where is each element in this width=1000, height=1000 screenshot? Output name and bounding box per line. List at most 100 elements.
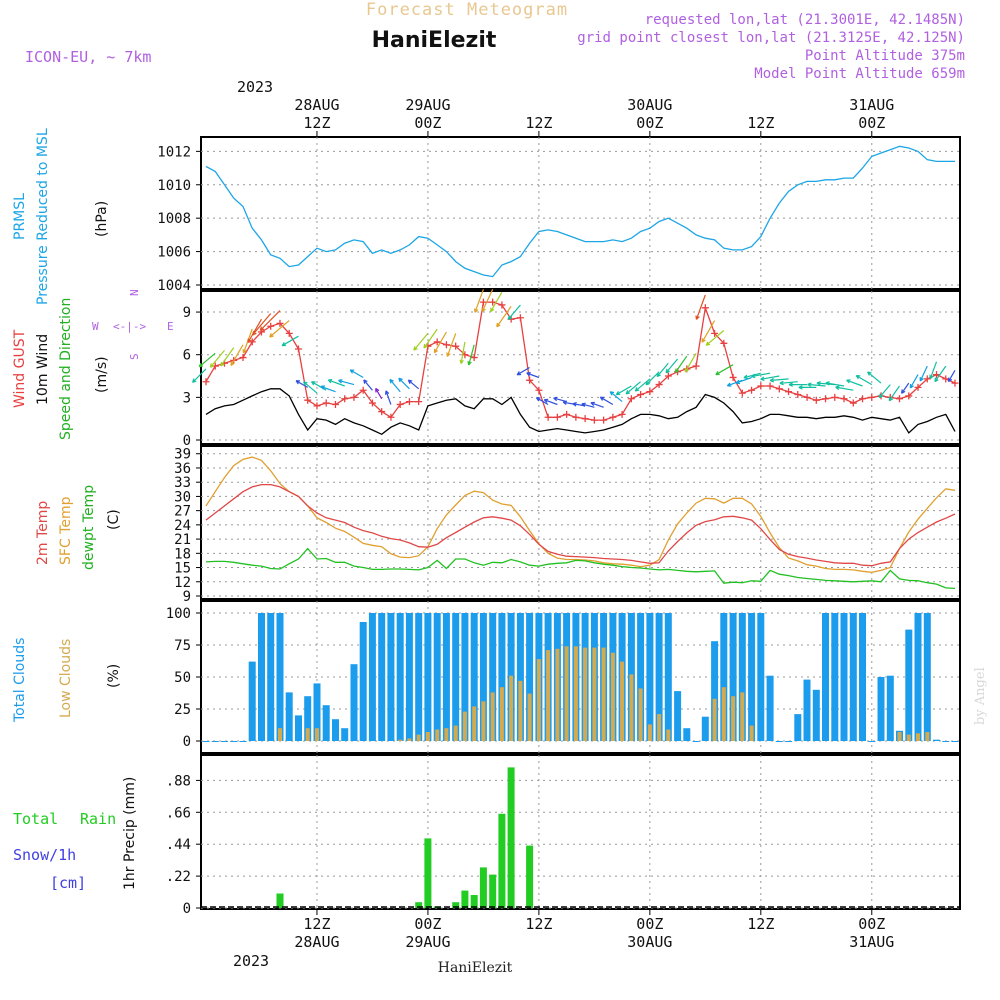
compass-arrow: <-|->	[113, 320, 146, 333]
wind-arrow	[320, 385, 336, 393]
top-hour-label: 00Z	[636, 114, 663, 132]
gust-point	[785, 388, 793, 396]
wind-arrow	[609, 391, 623, 403]
panel-precip: 0 .22 .44 .66 .88	[166, 754, 961, 917]
total-cloud-bar	[803, 679, 811, 741]
y-tick-label: .44	[166, 837, 191, 853]
model-label: ICON-EU, ~ 7km	[25, 48, 151, 66]
wind-arrow	[349, 369, 364, 379]
total-cloud-bar	[359, 622, 367, 741]
gust-point	[849, 399, 857, 407]
wind-arrow	[446, 333, 457, 357]
low-cloud-bar	[546, 650, 551, 741]
gust-point	[516, 314, 524, 322]
total-cloud-bar	[831, 613, 839, 741]
gust-point	[609, 413, 617, 421]
gust-point	[831, 393, 839, 401]
y-tick-label: 24	[174, 518, 191, 534]
total-cloud-bar	[748, 613, 756, 741]
pressure-unit-label: (hPa)	[94, 201, 110, 237]
total-cloud-bar	[646, 613, 654, 741]
wind-arrow	[230, 344, 244, 366]
gust-point	[239, 354, 247, 362]
gust-point	[618, 410, 626, 418]
gust-point	[590, 416, 598, 424]
bottom-hour-label: 00Z	[636, 915, 663, 933]
wind-arrow	[769, 377, 789, 383]
total-cloud-bar	[785, 741, 793, 742]
wind-arrow	[934, 365, 947, 383]
total-cloud-bar	[378, 613, 386, 741]
top-hour-label: 12Z	[525, 114, 552, 132]
rain-bar	[470, 895, 478, 908]
total-cloud-bar	[498, 613, 506, 741]
point-altitude: Point Altitude 375m	[805, 48, 965, 64]
gust-line	[205, 301, 956, 421]
gust-point	[646, 388, 654, 396]
low-cloud-bar	[481, 701, 486, 741]
gust-point	[535, 386, 543, 394]
wind-arrow	[407, 379, 420, 390]
low-cloud-bar	[731, 696, 736, 741]
low-cloud-bar	[573, 646, 578, 741]
total-cloud-bar	[322, 705, 330, 741]
panel-frame	[200, 445, 961, 600]
y-tick-label: 1004	[157, 278, 191, 294]
low-cloud-bar	[916, 733, 920, 741]
total-cloud-bar	[526, 613, 534, 741]
wind-arrow	[684, 352, 697, 373]
rain-bar	[276, 893, 284, 908]
wind-arrow	[901, 382, 910, 394]
compass-n: N	[128, 289, 141, 296]
top-hour-label: 00Z	[858, 114, 885, 132]
dewpt-line	[205, 547, 956, 590]
compass-s: S	[128, 353, 141, 360]
y-tick-label: 21	[174, 532, 191, 548]
footer-station: HaniElezit	[438, 960, 513, 976]
wind-arrow	[590, 401, 604, 408]
gust-point	[526, 376, 534, 384]
rain-bar	[479, 867, 487, 908]
total-cloud-bar	[405, 613, 413, 741]
total-cloud-bar	[239, 741, 247, 742]
total-clouds-label: Total Clouds	[12, 638, 28, 723]
total-cloud-bar	[923, 613, 931, 741]
wind-arrow	[705, 330, 725, 346]
total-cloud-bar	[720, 613, 728, 741]
gust-point	[711, 329, 719, 337]
sfc-temp-line	[205, 456, 956, 573]
gust-point	[868, 393, 876, 401]
wind-arrow	[481, 289, 494, 312]
gust-point	[405, 398, 413, 406]
y-tick-label: 9	[183, 589, 191, 605]
low-cloud-bar	[897, 732, 902, 741]
total-cloud-bar	[452, 613, 460, 741]
low-cloud-bar	[638, 688, 643, 741]
temp-dewpt-label: dewpt Temp	[81, 485, 97, 570]
gust-point	[387, 413, 395, 421]
gust-point	[581, 415, 589, 423]
bottom-hour-label: 00Z	[858, 915, 885, 933]
wind-arrow	[835, 385, 854, 391]
total-cloud-bar	[516, 613, 524, 741]
temp-unit-label: (C)	[106, 509, 122, 530]
low-cloud-bar	[490, 692, 495, 741]
wind-arrow	[846, 379, 863, 387]
low-clouds-label: Low Clouds	[58, 639, 74, 718]
total-cloud-bar	[849, 613, 857, 741]
wind-arrow	[389, 378, 401, 393]
low-cloud-bar	[509, 675, 514, 741]
temp-sfc-label: SFC Temp	[58, 496, 74, 565]
total-cloud-bar	[267, 613, 275, 741]
gust-point	[692, 362, 700, 370]
gust-point	[951, 379, 959, 387]
wind-arrow	[526, 372, 540, 379]
y-tick-label: 27	[174, 504, 191, 520]
wind-arrow	[363, 379, 373, 391]
y-tick-label: 9	[183, 305, 191, 321]
y-tick-label: 1006	[157, 245, 191, 261]
total-cloud-bar	[258, 613, 265, 741]
wind-arrow	[398, 377, 410, 390]
